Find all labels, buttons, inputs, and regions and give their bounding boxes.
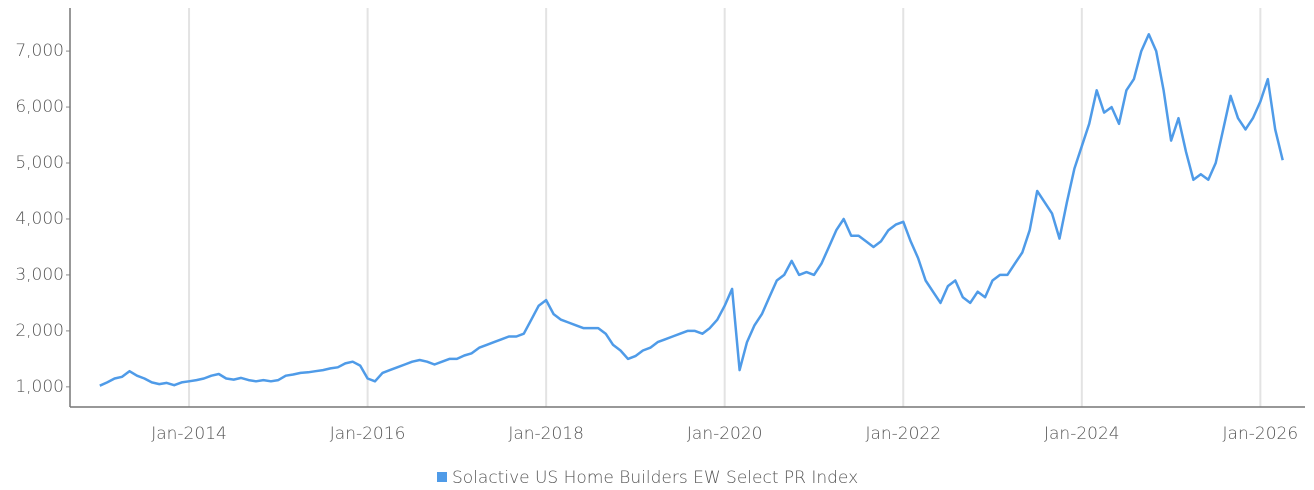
line [99,33,1284,387]
y-tick-label: 5,000 [15,153,64,173]
y-tick-label: 3,000 [15,265,64,285]
x-tick-label: Jan-2022 [865,424,941,444]
x-tick-label: Jan-2014 [151,424,227,444]
y-tick-label: 1,000 [15,377,64,397]
legend-label: Solactive US Home Builders EW Select PR … [452,468,858,488]
legend-swatch [437,472,447,482]
y-tick-label: 2,000 [15,321,64,341]
x-tick-label: Jan-2024 [1044,424,1120,444]
x-tick-label: Jan-2020 [687,424,763,444]
x-tick-label: Jan-2016 [330,424,406,444]
x-tick-label: Jan-2026 [1223,424,1299,444]
y-tick-label: 7,000 [15,41,64,61]
x-tick-label: Jan-2018 [508,424,584,444]
y-tick-label: 6,000 [15,97,64,117]
y-tick-label: 4,000 [15,209,64,229]
